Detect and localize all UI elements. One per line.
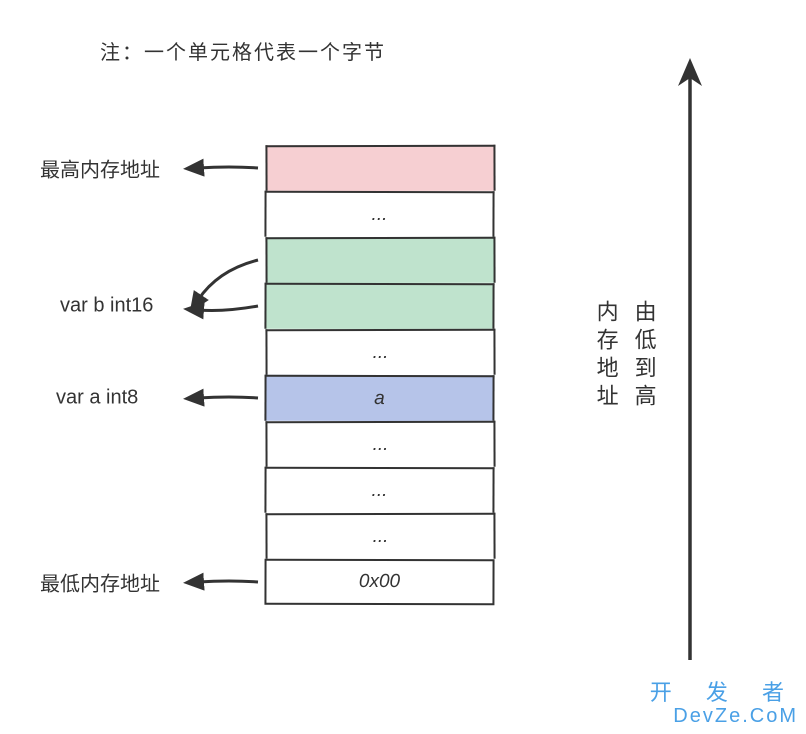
memory-cell — [265, 145, 495, 192]
label-lowest-address: 最低内存地址 — [40, 568, 160, 597]
diagram-note: 注：一个单元格代表一个字节 — [100, 36, 386, 65]
memory-cell — [265, 237, 495, 284]
memory-stack: ......a.........0x00 — [265, 145, 495, 605]
label-var-a: var a int8 — [56, 387, 138, 410]
watermark-en: DevZe.CoM — [650, 705, 798, 728]
side-text-line2: 由低到高 — [624, 300, 664, 412]
memory-cell: ... — [264, 191, 494, 238]
watermark-cn: 开 发 者 — [650, 675, 798, 707]
memory-cell — [264, 283, 494, 330]
side-text-line1: 内存地址 — [586, 300, 626, 412]
memory-cell: ... — [265, 421, 495, 468]
memory-cell: 0x00 — [264, 559, 494, 606]
watermark: 开 发 者 DevZe.CoM — [650, 675, 798, 728]
memory-cell: a — [264, 375, 494, 422]
diagram-canvas: 注：一个单元格代表一个字节 最高内存地址 var b int16 var a i… — [0, 0, 806, 734]
label-highest-address: 最高内存地址 — [40, 154, 160, 183]
memory-cell: ... — [265, 513, 495, 560]
label-var-b: var b int16 — [60, 295, 153, 318]
memory-cell: ... — [264, 467, 494, 514]
memory-cell: ... — [265, 329, 495, 376]
